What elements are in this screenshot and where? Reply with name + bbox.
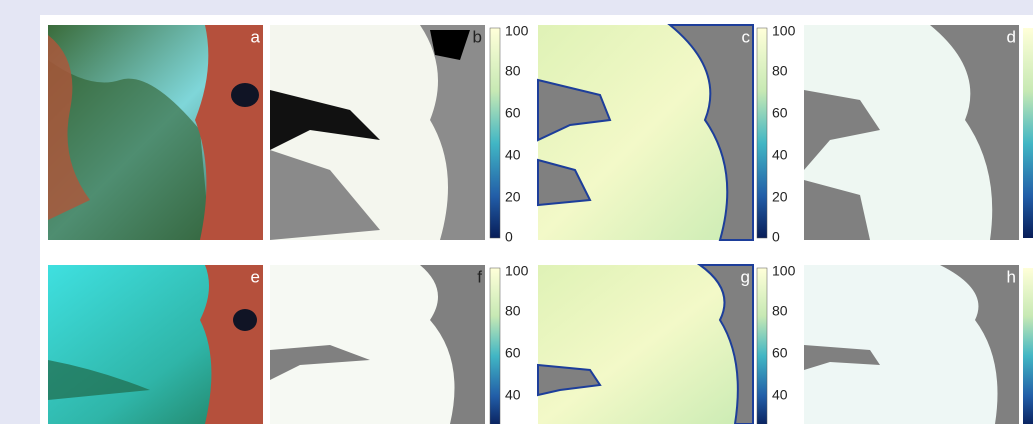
colorbar-tick: 60: [505, 345, 521, 361]
panel-label: d: [1007, 27, 1016, 46]
panel-b: b: [270, 25, 485, 240]
panel-d: d: [804, 25, 1019, 240]
colorbar: [1023, 268, 1033, 424]
colorbar-tick: 40: [772, 387, 788, 403]
colorbar-tick: 100: [772, 23, 796, 39]
colorbar-tick: 100: [505, 263, 529, 279]
colorbar-tick: 60: [505, 105, 521, 121]
colorbar: [1023, 28, 1033, 238]
panel-label: a: [251, 27, 261, 46]
colorbar-tick: 40: [505, 387, 521, 403]
colorbar-tick: 40: [505, 147, 521, 163]
colorbar-tick: 20: [505, 189, 521, 205]
panel-label: f: [477, 267, 482, 286]
panel-label: g: [741, 267, 750, 286]
panel-label: e: [251, 267, 260, 286]
colorbar-tick: 80: [772, 63, 788, 79]
colorbar-tick: 40: [772, 147, 788, 163]
panel-a: a: [48, 25, 263, 240]
page: {"panels": [ {"label": "a"}, {"label": "…: [0, 0, 1033, 424]
panel-e: e: [48, 265, 263, 424]
colorbar-tick: 80: [505, 303, 521, 319]
panel-label: h: [1007, 267, 1016, 286]
panel-c: c: [538, 25, 753, 240]
panel-f: f: [270, 265, 485, 424]
panel-label: c: [742, 27, 751, 46]
colorbar-tick: 100: [772, 263, 796, 279]
colorbar-tick: 80: [772, 303, 788, 319]
colorbar-tick: 80: [505, 63, 521, 79]
colorbar-tick: 0: [505, 229, 513, 245]
colorbar-tick: 100: [505, 23, 529, 39]
figure: a b 100 80 60 40 20 0 c 100 80 60 40 20 …: [0, 0, 1033, 424]
panel-label: b: [473, 27, 482, 46]
colorbar-tick: 60: [772, 105, 788, 121]
colorbar-tick: 20: [772, 189, 788, 205]
colorbar-tick: 0: [772, 229, 780, 245]
colorbar-tick: 60: [772, 345, 788, 361]
panel-g: g: [538, 265, 753, 424]
panel-h: h: [804, 265, 1019, 424]
